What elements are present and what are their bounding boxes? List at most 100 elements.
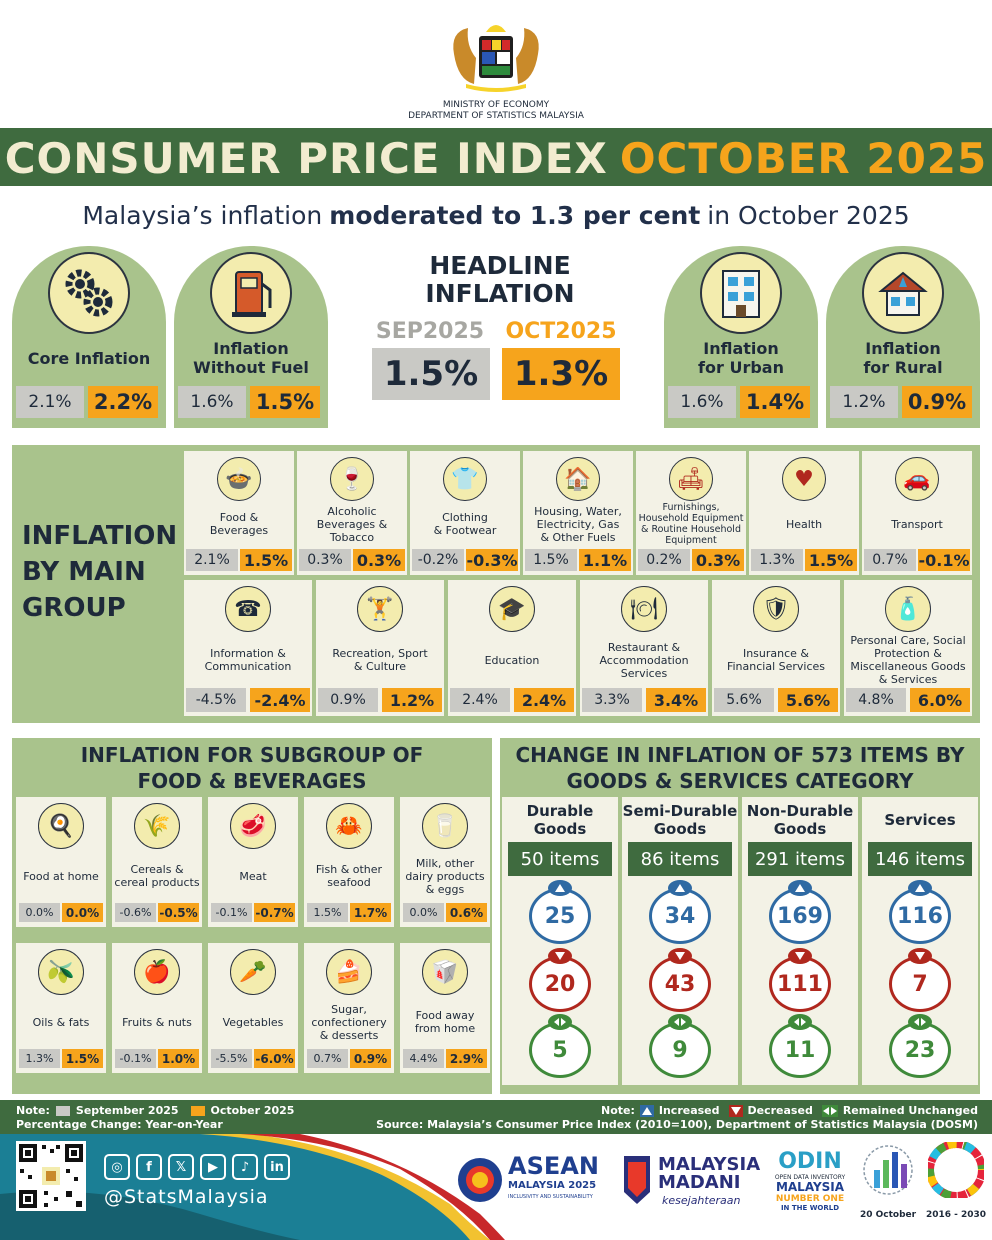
sdg-wheel-icon — [928, 1142, 984, 1198]
rural-label-line2: for Rural — [863, 358, 943, 377]
clothing-icon: 👕 — [443, 457, 487, 501]
oil-icon: 🫒 — [38, 949, 84, 995]
main-title-line3: GROUP — [22, 593, 126, 623]
main-group-curr-value: -0.3% — [466, 549, 518, 571]
items-column-head: Services — [862, 800, 978, 840]
x-icon[interactable]: 𝕏 — [168, 1154, 194, 1180]
decreased-count: 20 — [529, 956, 591, 1012]
main-group-curr-value: 1.5% — [240, 549, 292, 571]
tiktok-icon[interactable]: ♪ — [232, 1154, 258, 1180]
youtube-icon[interactable]: ▶ — [200, 1154, 226, 1180]
decreased-count: 111 — [769, 956, 831, 1012]
items-column-total: 146 items — [868, 842, 972, 876]
subgroup-name: Meat — [239, 869, 267, 883]
main-group-name: Recreation, Sport & Culture — [332, 647, 428, 673]
main-group-curr-value: 6.0% — [910, 688, 970, 712]
odin-line3: MALAYSIA — [775, 1180, 845, 1194]
vegetable-icon: 🥕 — [230, 949, 276, 995]
madani-line1: MALAYSIA — [658, 1154, 761, 1175]
instagram-icon[interactable]: ◎ — [104, 1154, 130, 1180]
unchanged-icon — [668, 1014, 692, 1030]
main-group-title: INFLATION BY MAIN GROUP — [22, 518, 192, 626]
legend-sep-swatch — [55, 1105, 70, 1116]
increased-count: 25 — [529, 888, 591, 944]
statistics-day-date: 20 October — [859, 1210, 917, 1220]
sdg-logo: 2016 - 2030 — [924, 1142, 988, 1228]
main-group-prev-value: 2.1% — [186, 549, 238, 571]
items-column-head-line2: Goods — [773, 820, 827, 838]
subtitle-pre: Malaysia’s inflation — [82, 200, 323, 230]
note-label: Note: — [16, 1104, 50, 1117]
increased-icon — [788, 880, 812, 896]
legend-sep-text: September 2025 — [75, 1104, 179, 1117]
subgroup-curr-value: 0.6% — [446, 903, 487, 922]
fuel-pump-icon — [210, 252, 292, 334]
gears-icon — [48, 252, 130, 334]
main-group-prev-value: -0.2% — [412, 549, 464, 571]
subgroup-prev-value: 4.4% — [403, 1049, 444, 1068]
subgroup-curr-value: -0.7% — [254, 903, 295, 922]
subgroup-curr-value: 0.0% — [62, 903, 103, 922]
page-title: CONSUMER PRICE INDEX OCTOBER 2025 — [0, 130, 992, 186]
unchanged-icon — [548, 1014, 572, 1030]
restaurant-icon: 🍽 — [621, 586, 667, 632]
main-group-name: Health — [785, 517, 823, 531]
items-column-head-line1: Semi-Durable — [622, 802, 738, 820]
subgroup-curr-value: 1.0% — [158, 1049, 199, 1068]
subgroup-curr-value: 1.7% — [350, 903, 391, 922]
main-group-curr-value: 0.3% — [692, 549, 744, 571]
title-band — [0, 128, 992, 186]
odin-line5: IN THE WORLD — [780, 1204, 840, 1212]
items-title-line1: CHANGE IN INFLATION OF 573 ITEMS BY — [515, 743, 965, 767]
department-line: DEPARTMENT OF STATISTICS MALAYSIA — [408, 111, 584, 121]
odin-line1: ODIN — [778, 1149, 842, 1174]
unchanged-count: 11 — [769, 1022, 831, 1078]
bottle-icon: 🍷 — [330, 457, 374, 501]
insurance-icon: 🛡 — [753, 586, 799, 632]
asean-emblem-icon — [458, 1158, 502, 1202]
subgroup-name: Milk, other dairy products & eggs — [405, 856, 485, 896]
asean-line2: MALAYSIA 2025 — [508, 1180, 597, 1191]
main-group-name: Housing, Water, Electricity, Gas & Other… — [534, 504, 622, 544]
meat-icon: 🥩 — [230, 803, 276, 849]
malaysia-madani-logo: MALAYSIA MADANI kesejahteraan — [620, 1150, 760, 1220]
items-column-total: 291 items — [748, 842, 852, 876]
main-group-curr-value: 1.2% — [382, 688, 442, 712]
headline-curr-label: OCT2025 — [505, 318, 617, 344]
urban-label-line1: Inflation — [703, 339, 779, 358]
main-group-name: Insurance & Financial Services — [726, 647, 826, 673]
decreased-text: Decreased — [747, 1104, 813, 1117]
urban-label-line2: for Urban — [698, 358, 784, 377]
without-fuel-curr-value: 1.5% — [250, 386, 320, 418]
items-column-head-line2: Goods — [653, 820, 707, 838]
legend-oct-text: October 2025 — [210, 1104, 295, 1117]
dumbbell-icon: 🏋 — [357, 586, 403, 632]
graduation-cap-icon: 🎓 — [489, 586, 535, 632]
main-group-curr-value: 2.4% — [514, 688, 574, 712]
items-column-head: Semi-Durable Goods — [622, 800, 738, 840]
main-group-name: Alcoholic Beverages & Tobacco — [316, 504, 388, 544]
main-group-prev-value: 2.4% — [450, 688, 510, 712]
increased-count: 169 — [769, 888, 831, 944]
social-handle[interactable]: @StatsMalaysia — [104, 1186, 269, 1208]
unchanged-count: 9 — [649, 1022, 711, 1078]
main-group-curr-value: -0.1% — [918, 549, 970, 571]
subtitle-post: in October 2025 — [707, 200, 910, 230]
cereal-icon: 🌾 — [134, 803, 180, 849]
items-column-head-line1: Durable — [526, 802, 594, 820]
main-group-prev-value: 3.3% — [582, 688, 642, 712]
linkedin-icon[interactable]: in — [264, 1154, 290, 1180]
note-band: Note: September 2025 October 2025 Percen… — [0, 1100, 992, 1134]
health-icon: ♥ — [782, 457, 826, 501]
unchanged-text: Remained Unchanged — [842, 1104, 978, 1117]
qr-code[interactable] — [16, 1141, 86, 1211]
items-column-head-line2: Goods — [533, 820, 587, 838]
subgroup-name: Food at home — [23, 869, 99, 883]
statistics-day-logo: 20 October — [858, 1140, 918, 1226]
facebook-icon[interactable]: f — [136, 1154, 162, 1180]
rural-label: Inflation for Rural — [826, 338, 980, 378]
cooking-pot-icon: 🍳 — [38, 803, 84, 849]
main-group-name: Furnishings, Household Equipment & Routi… — [638, 502, 744, 546]
main-group-name: Clothing & Footwear — [433, 511, 497, 537]
subgroup-prev-value: 0.0% — [19, 903, 60, 922]
